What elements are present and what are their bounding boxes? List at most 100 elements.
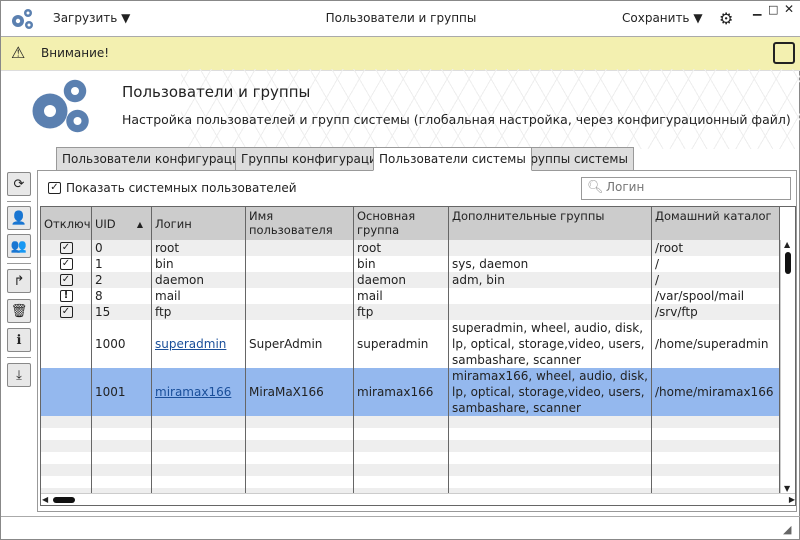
cell-login: root — [152, 240, 246, 256]
home-text: / — [655, 273, 660, 287]
cell-name — [246, 272, 354, 288]
empty-row — [41, 464, 780, 476]
user-card-icon: 👤 — [10, 210, 28, 226]
cell-disabled: ✓ — [41, 304, 92, 320]
disabled-check-icon: ✓ — [59, 242, 73, 254]
users-table: Отключ UID ▲ Логин Имя пользователя Основная … — [40, 206, 796, 506]
cell-extra-groups: superadmin, wheel, audio, disk, lp, opti… — [449, 320, 652, 368]
vertical-scrollbar[interactable]: ▲ ▼ — [780, 240, 795, 493]
scroll-right-icon[interactable]: ▶ — [788, 495, 795, 504]
table-row[interactable]: 1000 superadmin SuperAdmin superadmin supera… — [41, 320, 780, 368]
user-card-button[interactable]: 👤 — [7, 206, 31, 230]
checkbox-checked-icon: ✓ — [48, 182, 61, 194]
empty-cell — [354, 416, 449, 428]
scroll-thumb[interactable] — [785, 252, 791, 274]
tab-system-groups[interactable]: Группы системы — [517, 147, 634, 171]
table-row[interactable]: ! 8 mail mail/var/spool/mail — [41, 288, 780, 304]
table-row[interactable]: ✓ 15 ftp ftp/srv/ftp — [41, 304, 780, 320]
scroll-down-icon[interactable]: ▼ — [784, 484, 791, 493]
empty-row — [41, 452, 780, 464]
tab-config-groups[interactable]: Группы конфигурации — [235, 147, 391, 171]
empty-cell — [92, 416, 152, 428]
extra-groups-text: superadmin, wheel, audio, disk, lp, opti… — [452, 321, 645, 367]
cell-group: bin — [354, 256, 449, 272]
info-button[interactable]: ℹ — [7, 328, 31, 352]
divider — [7, 201, 31, 202]
cell-uid: 1001 — [92, 368, 152, 416]
empty-cell — [246, 452, 354, 464]
empty-cell — [92, 476, 152, 488]
cell-extra-groups — [449, 304, 652, 320]
cell-login: bin — [152, 256, 246, 272]
users-icon: 👥 — [10, 238, 28, 254]
users-button[interactable]: 👥 — [7, 234, 31, 258]
uid-text: 0 — [95, 241, 103, 255]
header-col-name[interactable]: Имя пользователя — [246, 207, 354, 240]
empty-cell — [152, 428, 246, 440]
group-text: superadmin — [357, 337, 429, 351]
save-file-icon[interactable] — [773, 42, 795, 64]
cell-uid: 1000 — [92, 320, 152, 368]
save-label: Сохранить — [622, 11, 690, 25]
login-text[interactable]: miramax166 — [155, 385, 232, 399]
save-menu-button[interactable]: Сохранить ▼ — [622, 11, 703, 25]
table-row[interactable]: ✓ 1 bin bin sys, daemon / — [41, 256, 780, 272]
gear-icon[interactable]: ⚙ — [719, 9, 734, 28]
download-button[interactable]: ⤓ — [7, 363, 31, 387]
empty-cell — [152, 416, 246, 428]
scroll-thumb[interactable] — [53, 497, 75, 503]
empty-cell — [652, 476, 780, 488]
login-text[interactable]: superadmin — [155, 337, 227, 351]
cell-uid: 8 — [92, 288, 152, 304]
cell-name — [246, 240, 354, 256]
cell-disabled: ! — [41, 288, 92, 304]
maximize-button[interactable]: □ — [768, 3, 779, 16]
tab-system-users[interactable]: Пользователи системы — [373, 147, 532, 171]
extra-groups-text: adm, bin — [452, 273, 505, 287]
cell-uid: 15 — [92, 304, 152, 320]
empty-cell — [449, 476, 652, 488]
load-menu-button[interactable]: Загрузить ▼ — [53, 11, 130, 25]
header-col-disabled[interactable]: Отключ — [41, 207, 92, 240]
empty-cell — [449, 452, 652, 464]
empty-cell — [354, 428, 449, 440]
empty-cell — [152, 440, 246, 452]
resize-grip-icon[interactable]: ◢ — [783, 523, 792, 536]
header-col-login[interactable]: Логин — [152, 207, 246, 240]
refresh-button[interactable]: ⟳ — [7, 172, 31, 196]
table-row[interactable]: 1001 miramax166 MiraMaX166 miramax166 mirama… — [41, 368, 780, 416]
empty-cell — [246, 428, 354, 440]
share-button[interactable]: ↱ — [7, 269, 31, 293]
header-col-extra-groups[interactable]: Дополнительные группы — [449, 207, 652, 240]
search-input[interactable] — [606, 180, 786, 194]
empty-cell — [449, 440, 652, 452]
cell-group: ftp — [354, 304, 449, 320]
empty-row — [41, 440, 780, 452]
uid-text: 2 — [95, 273, 103, 287]
show-system-users-label: Показать системных пользователей — [66, 181, 297, 195]
empty-cell — [246, 464, 354, 476]
show-system-users-checkbox[interactable]: ✓ Показать системных пользователей — [48, 181, 297, 195]
header-col-group[interactable]: Основная группа — [354, 207, 449, 240]
header-col-home[interactable]: Домашний каталог — [652, 207, 780, 240]
status-bar-divider — [1, 516, 800, 517]
group-text: miramax166 — [357, 385, 434, 399]
table-row[interactable]: ✓ 2 daemon daemon adm, bin / — [41, 272, 780, 288]
scroll-up-icon[interactable]: ▲ — [784, 240, 791, 249]
app-gears-icon — [12, 9, 33, 29]
table-row[interactable]: ✓ 0 root root/root — [41, 240, 780, 256]
tab-config-users[interactable]: Пользователи конфигурации — [56, 147, 254, 171]
close-button[interactable]: ✕ — [784, 2, 795, 16]
group-text: daemon — [357, 273, 406, 287]
cell-disabled: ✓ — [41, 272, 92, 288]
warning-icon: ⚠ — [11, 43, 26, 62]
delete-button[interactable]: 🗑 — [7, 299, 31, 323]
horizontal-scrollbar[interactable]: ◀ ▶ — [41, 493, 795, 505]
scroll-left-icon[interactable]: ◀ — [42, 495, 49, 504]
cell-group: superadmin — [354, 320, 449, 368]
caret-down-icon: ▼ — [693, 11, 703, 25]
search-field[interactable]: 🔍︎ — [581, 177, 791, 200]
cell-group: mail — [354, 288, 449, 304]
minimize-button[interactable]: ▁ — [753, 3, 762, 16]
header-col-uid[interactable]: UID ▲ — [92, 207, 152, 240]
